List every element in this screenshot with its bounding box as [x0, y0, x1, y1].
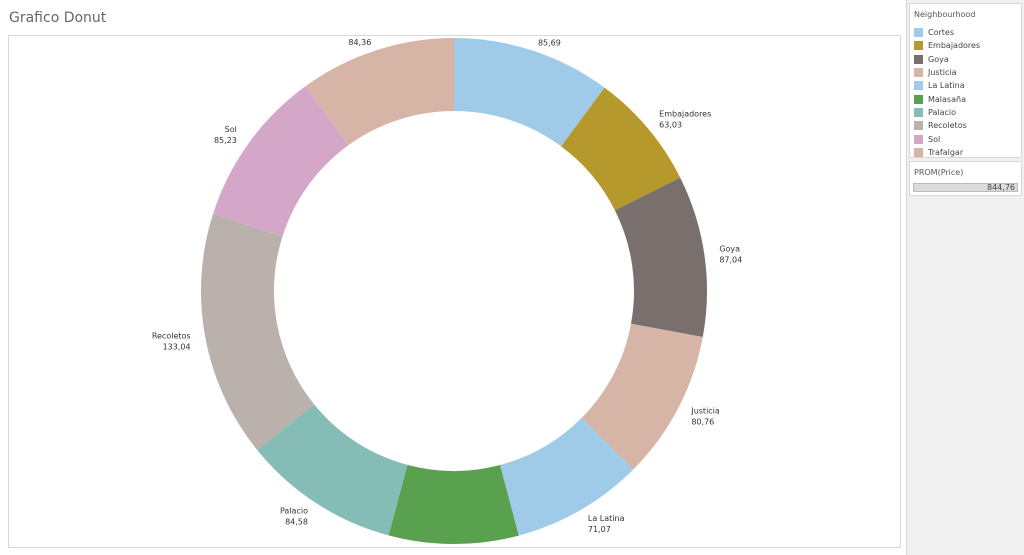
size-legend-title: PROM(Price): [914, 168, 964, 177]
donut-slice-palacio[interactable]: [257, 404, 408, 536]
donut-slice-justicia[interactable]: [581, 323, 703, 470]
size-legend: PROM(Price) 844,76: [909, 161, 1022, 196]
donut-slice-trafalgar[interactable]: [305, 38, 454, 146]
slice-label-value: 85,23: [214, 136, 237, 145]
donut-slice-sol[interactable]: [213, 86, 349, 237]
slice-label-value: 133,04: [163, 342, 191, 351]
legend-swatch: [914, 94, 923, 104]
slice-label-value: 63,03: [659, 121, 682, 130]
legend-label: Cortes: [928, 28, 954, 38]
legend-label: Recoletos: [928, 121, 967, 131]
donut-slice-la-latina[interactable]: [500, 418, 634, 536]
slice-label-name: Sol: [225, 125, 237, 134]
legend-label: Embajadores: [928, 41, 981, 51]
legend-item-la-latina[interactable]: La Latina: [910, 79, 1021, 92]
slice-label-name: Embajadores: [659, 110, 711, 119]
slice-label-name: Recoletos: [152, 331, 191, 340]
legend-item-justicia[interactable]: Justicia: [910, 66, 1021, 79]
legend-swatch: [914, 68, 923, 78]
legend-item-sol[interactable]: Sol: [910, 132, 1021, 145]
slice-label-value: 87,04: [719, 255, 742, 264]
slice-label-value: 85,69: [538, 38, 561, 47]
legend-item-recoletos[interactable]: Recoletos: [910, 119, 1021, 132]
size-legend-value: 844,76: [987, 183, 1015, 192]
donut-slice-recoletos[interactable]: [201, 213, 315, 451]
legend-swatch: [914, 107, 923, 117]
chart-title: Grafico Donut: [9, 10, 107, 26]
slice-label-value: 84,36: [348, 38, 371, 47]
size-legend-bar: [913, 183, 1018, 192]
slice-label-value: 84,58: [285, 518, 308, 527]
legend-label: Malasaña: [928, 94, 966, 104]
legend-swatch: [914, 81, 923, 91]
legend-item-cortes[interactable]: Cortes: [910, 26, 1021, 39]
slice-label-name: Justicia: [690, 406, 720, 415]
legend-label: Palacio: [928, 107, 957, 117]
slice-label-name: Goya: [719, 244, 740, 253]
dashboard-canvas: Grafico Donut Cortes85,69Embajadores63,0…: [0, 0, 907, 555]
donut-slice-malasaña[interactable]: [388, 464, 519, 544]
legend-items: Cortes Embajadores Goya Justicia La Latina Ma…: [910, 26, 1021, 159]
legend-item-trafalgar[interactable]: Trafalgar: [910, 146, 1021, 159]
legend-item-malasaña[interactable]: Malasaña: [910, 92, 1021, 105]
donut-slice-cortes[interactable]: [454, 38, 605, 147]
donut-slice-embajadores[interactable]: [561, 87, 681, 211]
legend-item-goya[interactable]: Goya: [910, 53, 1021, 66]
legend-swatch: [914, 121, 923, 131]
slice-label-value: 80,76: [691, 417, 714, 426]
chart-frame: Cortes85,69Embajadores63,03Goya87,04Just…: [8, 35, 901, 548]
legend-label: Trafalgar: [928, 147, 964, 157]
slice-label-name: Palacio: [280, 507, 308, 516]
legend-label: Justicia: [928, 68, 957, 78]
slice-label-value: 71,07: [588, 525, 611, 534]
legend-swatch: [914, 147, 923, 157]
legend-swatch: [914, 134, 923, 144]
legend-swatch: [914, 54, 923, 64]
legend-label: Goya: [928, 54, 949, 64]
legend-label: Sol: [928, 134, 941, 144]
legend-item-embajadores[interactable]: Embajadores: [910, 39, 1021, 52]
legend-swatch: [914, 41, 923, 51]
slice-label-name: La Latina: [588, 514, 625, 523]
legend-title: Neighbourhood: [914, 10, 976, 19]
legend-item-palacio[interactable]: Palacio: [910, 106, 1021, 119]
donut-slice-goya[interactable]: [614, 177, 707, 337]
color-legend: Neighbourhood Cortes Embajadores Goya Justi…: [909, 3, 1022, 158]
donut-chart[interactable]: Cortes85,69Embajadores63,03Goya87,04Just…: [9, 36, 900, 547]
legend-swatch: [914, 28, 923, 38]
legend-label: La Latina: [928, 81, 965, 91]
